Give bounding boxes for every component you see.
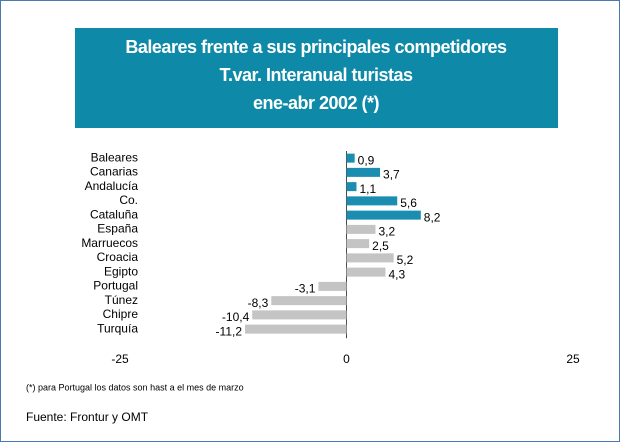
value-label: 2,5: [372, 239, 389, 253]
title-box: [75, 28, 558, 128]
bar: [346, 239, 370, 249]
x-tick-label: 0: [343, 352, 350, 366]
chart-title: ene-abr 2002 (*): [253, 93, 380, 113]
y-tick-label: Túnez: [105, 293, 138, 307]
y-tick-label: Egipto: [104, 264, 138, 278]
bar: [252, 310, 347, 320]
bar: [346, 182, 357, 192]
y-tick-label: Marruecos: [81, 236, 138, 250]
value-label: -3,1: [295, 282, 316, 296]
x-tick-label: 25: [566, 352, 580, 366]
y-tick-label: Portugal: [93, 279, 138, 293]
y-tick-label: Andalucía: [85, 179, 139, 193]
y-tick-label: Cataluña: [90, 207, 138, 221]
value-label: 3,2: [378, 225, 395, 239]
value-label: 5,2: [397, 253, 414, 267]
value-label: 4,3: [388, 267, 405, 281]
y-tick-label: Turquía: [97, 321, 138, 335]
value-label: -10,4: [222, 310, 250, 324]
y-tick-label: España: [97, 222, 138, 236]
bar: [245, 324, 347, 334]
bar: [318, 281, 347, 291]
value-label: 3,7: [383, 168, 400, 182]
bar: [346, 210, 421, 220]
y-tick-label: Co.: [119, 193, 138, 207]
y-tick-label: Croacia: [97, 250, 139, 264]
x-tick-label: -25: [111, 352, 129, 366]
y-tick-label: Chipre: [103, 307, 139, 321]
source: Fuente: Frontur y OMT: [26, 410, 149, 424]
value-label: 8,2: [424, 210, 441, 224]
bar: [346, 167, 381, 177]
bar: [346, 153, 355, 163]
bar: [346, 224, 376, 234]
value-label: 0,9: [358, 153, 375, 167]
bar: [346, 253, 394, 263]
bar: [346, 267, 386, 277]
value-label: -8,3: [248, 296, 269, 310]
bar: [346, 196, 398, 206]
bar: [271, 296, 347, 306]
value-label: -11,2: [216, 324, 243, 338]
footnote: (*) para Portugal los datos son hast a e…: [26, 382, 244, 392]
value-label: 5,6: [400, 196, 417, 210]
chart-title: Baleares frente a sus principales compet…: [125, 37, 507, 57]
value-label: 1,1: [359, 182, 376, 196]
y-tick-label: Canarias: [90, 165, 138, 179]
y-tick-label: Baleares: [91, 150, 138, 164]
chart-title: T.var. Interanual turistas: [219, 65, 413, 85]
